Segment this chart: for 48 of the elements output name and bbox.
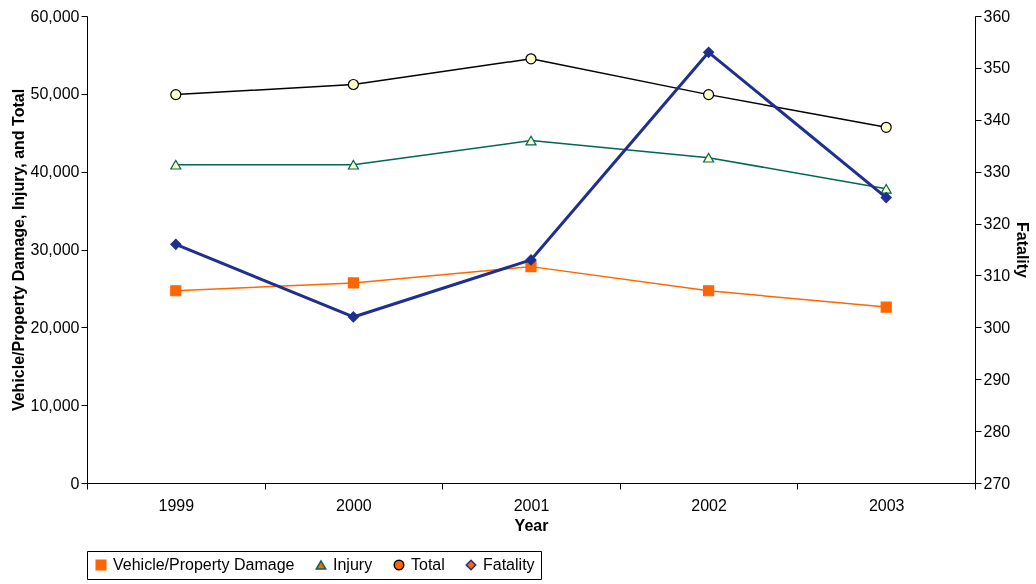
point xyxy=(347,277,359,289)
y2-tick-label: 350 xyxy=(983,59,1011,77)
point xyxy=(170,238,182,250)
y2-tick-label: 320 xyxy=(983,215,1011,233)
point xyxy=(347,311,359,323)
x-tick-label: 2000 xyxy=(336,496,372,514)
point xyxy=(170,285,182,297)
point xyxy=(703,152,715,163)
point xyxy=(880,121,892,133)
point xyxy=(347,78,359,91)
point xyxy=(525,254,537,266)
y2-tick-label: 270 xyxy=(983,474,1011,492)
y2-axis-title: Fatality xyxy=(1014,221,1032,279)
point xyxy=(170,159,182,170)
y2-tick-label: 280 xyxy=(983,422,1011,440)
legend-label: Vehicle/Property Damage xyxy=(113,556,295,573)
legend-label: Fatality xyxy=(483,556,535,573)
x-tick-label: 1999 xyxy=(158,496,195,514)
y-tick-label: 0 xyxy=(70,474,80,492)
y-tick-label: 30,000 xyxy=(30,241,80,258)
y-tick-label: 40,000 xyxy=(30,163,80,181)
y-tick-label: 60,000 xyxy=(30,7,80,25)
point xyxy=(703,89,715,101)
y2-tick-label: 360 xyxy=(983,7,1011,25)
point xyxy=(880,192,892,204)
y2-tick-label: 330 xyxy=(983,163,1011,181)
point xyxy=(880,183,892,194)
y2-tick-label: 290 xyxy=(983,370,1011,388)
x-tick-label: 2003 xyxy=(868,496,905,514)
x-axis-title: Year xyxy=(514,516,549,534)
point xyxy=(347,159,359,170)
legend-label: Injury xyxy=(333,556,373,573)
y-axis-title: Vehicle/Property Damage, Injury, and Total xyxy=(9,88,27,412)
legend-label: Total xyxy=(411,556,445,573)
point xyxy=(170,89,182,101)
y-tick-label: 20,000 xyxy=(30,318,80,336)
x-tick-label: 2002 xyxy=(691,496,727,514)
y2-tick-label: 300 xyxy=(983,318,1011,336)
y-tick-label: 50,000 xyxy=(30,85,80,103)
point xyxy=(703,285,715,297)
y2-tick-label: 310 xyxy=(983,266,1011,284)
y-tick-label: 10,000 xyxy=(30,396,80,414)
point xyxy=(880,301,892,313)
point xyxy=(525,135,537,146)
y2-tick-label: 340 xyxy=(983,111,1011,129)
point xyxy=(703,46,715,58)
x-tick-label: 2001 xyxy=(513,496,550,514)
point xyxy=(525,53,537,65)
